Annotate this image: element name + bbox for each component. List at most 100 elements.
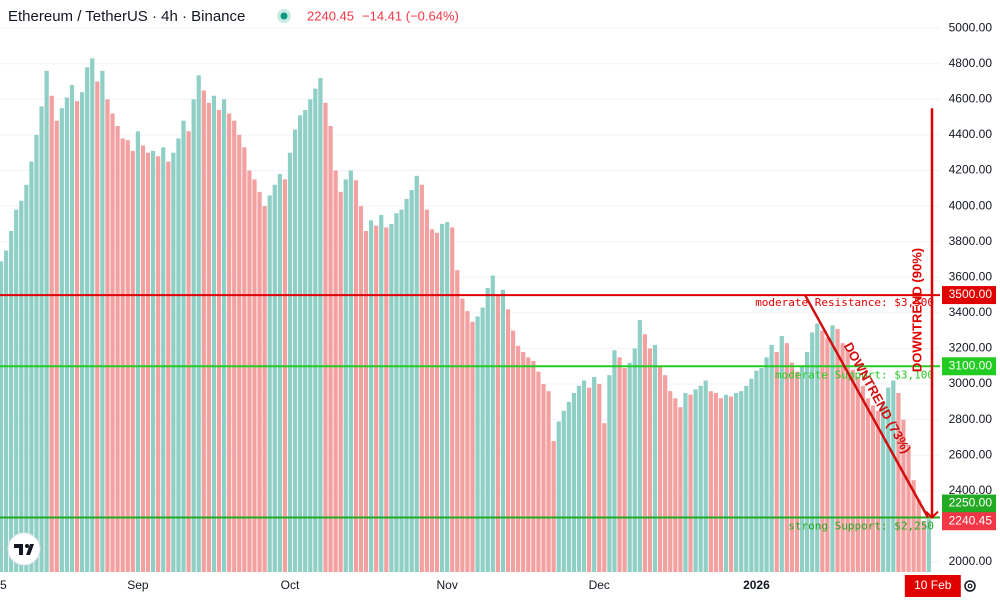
bar: [891, 380, 896, 572]
level-label: strong Support: $2,250: [788, 520, 934, 533]
bar: [815, 323, 820, 572]
bar: [125, 140, 130, 572]
bar: [916, 499, 921, 572]
bar: [612, 350, 617, 572]
bar: [470, 321, 475, 572]
bar: [196, 75, 201, 572]
bar: [287, 152, 293, 572]
bar: [774, 352, 779, 572]
level-label: moderate Support: $3,100: [775, 368, 934, 381]
bar: [151, 150, 156, 572]
bar: [257, 191, 262, 572]
bar: [627, 362, 632, 572]
bar: [617, 357, 622, 572]
bar: [343, 179, 348, 572]
bar: [272, 184, 277, 572]
bar: [551, 441, 556, 572]
last-price-box: [942, 512, 996, 531]
y-tick-label: 4200.00: [949, 163, 993, 177]
bar: [571, 392, 577, 572]
bar: [24, 184, 29, 572]
bar: [881, 401, 886, 572]
bar: [561, 410, 566, 572]
bar: [429, 229, 435, 572]
bar: [277, 174, 282, 572]
bar: [130, 150, 135, 572]
bar: [526, 357, 531, 572]
bar: [120, 138, 125, 572]
bar: [308, 99, 313, 572]
bar: [414, 175, 419, 572]
level-price-box: [942, 494, 996, 513]
y-tick-label: 4000.00: [949, 198, 993, 212]
bar: [759, 368, 764, 572]
bar: [632, 348, 637, 572]
bar: [516, 345, 521, 572]
settings-icon[interactable]: [964, 580, 976, 592]
bar: [860, 385, 865, 572]
bar: [845, 350, 850, 572]
bar: [855, 376, 860, 572]
x-tick-label: Sep: [127, 578, 149, 592]
bar: [384, 227, 389, 572]
bar: [906, 444, 911, 572]
bar: [303, 109, 308, 572]
bar: [642, 334, 647, 572]
bar: [658, 366, 663, 572]
y-tick-label: 3000.00: [949, 376, 993, 390]
bar: [587, 387, 592, 572]
bar: [739, 391, 744, 572]
level-label: moderate Resistance: $3,500: [755, 296, 934, 309]
bar: [328, 126, 333, 572]
bar: [232, 120, 237, 572]
x-tick-label: Oct: [281, 578, 300, 592]
bar: [495, 295, 500, 572]
bar: [728, 396, 734, 572]
level-price-label: 3100.00: [949, 358, 993, 372]
bar: [100, 70, 105, 572]
bar: [698, 385, 703, 572]
tv-logo[interactable]: [7, 532, 41, 566]
price-change: −14.41 (−0.64%): [362, 8, 459, 23]
bar: [74, 101, 80, 572]
bar: [911, 480, 916, 572]
bar: [926, 519, 931, 572]
bar: [678, 407, 683, 572]
bar: [876, 410, 881, 572]
bar: [389, 223, 394, 572]
y-tick-label: 4600.00: [949, 91, 993, 105]
bar: [369, 220, 374, 572]
bar: [723, 394, 729, 572]
level-price-box: [942, 286, 996, 305]
last-price-label: 2240.45: [949, 513, 993, 527]
bar: [901, 419, 906, 572]
bar: [419, 184, 424, 572]
bar: [90, 58, 95, 572]
bar: [652, 344, 658, 572]
bar: [191, 99, 196, 572]
bar: [510, 330, 516, 572]
x-tick-label: Dec: [589, 578, 610, 592]
level-price-label: 2250.00: [949, 496, 993, 510]
bar: [693, 389, 698, 572]
bar: [252, 179, 257, 572]
bar: [95, 81, 100, 572]
bar: [201, 90, 206, 572]
bar: [536, 371, 541, 572]
bar: [870, 405, 876, 572]
bar: [424, 209, 429, 572]
y-tick-label: 2800.00: [949, 412, 993, 426]
bar: [810, 332, 815, 572]
x-cursor-box: [904, 575, 961, 597]
bar: [348, 170, 353, 572]
bar: [607, 375, 612, 572]
bar: [115, 126, 120, 572]
bar: [211, 95, 217, 572]
bar: [358, 206, 364, 572]
y-tick-label: 5000.00: [949, 20, 993, 34]
bar: [663, 375, 668, 572]
bar: [475, 316, 480, 572]
bar: [374, 225, 379, 572]
bar: [206, 102, 211, 572]
bar: [318, 77, 323, 572]
